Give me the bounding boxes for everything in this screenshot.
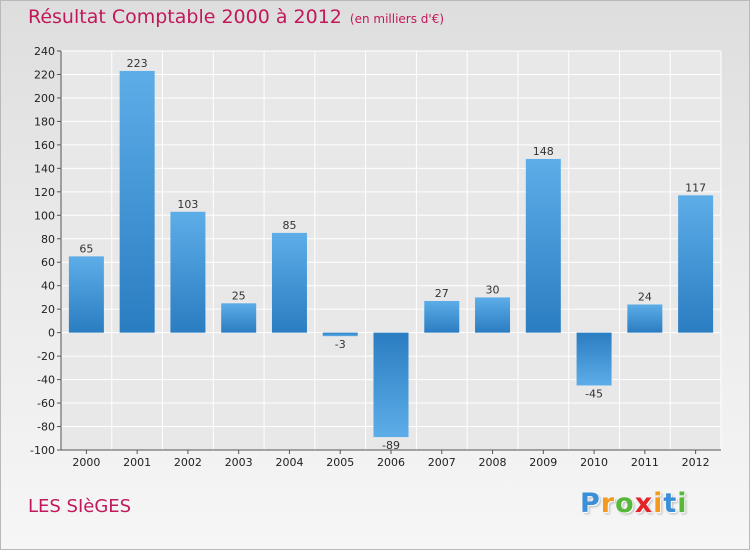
- value-label-2007: 27: [435, 287, 449, 300]
- value-label-2002: 103: [177, 198, 198, 211]
- y-tick-label: 20: [41, 303, 55, 316]
- value-label-2001: 223: [127, 57, 148, 70]
- y-tick-label: -100: [30, 444, 55, 457]
- value-label-2003: 25: [232, 289, 246, 302]
- x-tick-label-2004: 2004: [275, 456, 303, 469]
- x-tick-label-2008: 2008: [479, 456, 507, 469]
- bar-2000: [68, 256, 104, 333]
- logo-letter: r: [600, 488, 616, 519]
- value-label-2010: -45: [585, 387, 603, 400]
- bar-2005: [322, 332, 358, 337]
- axes: [57, 50, 721, 454]
- x-tick-label-2000: 2000: [72, 456, 100, 469]
- title-unit: (en milliers d'€): [349, 12, 445, 26]
- y-tick-label: 40: [41, 280, 55, 293]
- logo-letter: P: [580, 488, 601, 519]
- y-tick-label: 120: [34, 186, 55, 199]
- place-name: LES SIèGES: [28, 496, 132, 517]
- logo-letter: i: [677, 488, 688, 519]
- y-tick-label: -40: [37, 374, 55, 387]
- bar-2008: [475, 297, 511, 333]
- proxiti-logo: Proxiti: [580, 488, 688, 519]
- x-tick-label-2009: 2009: [529, 456, 557, 469]
- value-label-2009: 148: [533, 145, 554, 158]
- chart-title: Résultat Comptable 2000 à 2012 (en millie…: [28, 6, 444, 28]
- bar-2006: [373, 332, 409, 438]
- logo-letter: o: [615, 488, 635, 519]
- value-label-2005: -3: [335, 338, 346, 351]
- title-text: Résultat Comptable 2000 à 2012: [28, 6, 342, 28]
- bar-2003: [221, 303, 257, 333]
- value-label-2008: 30: [486, 283, 500, 296]
- y-tick-label: 140: [34, 162, 55, 175]
- y-tick-label: 240: [34, 45, 55, 58]
- bar-2007: [424, 300, 460, 333]
- bar-2010: [576, 332, 612, 386]
- x-tick-label-2010: 2010: [580, 456, 608, 469]
- logo-letter: i: [653, 488, 664, 519]
- y-tick-label: 200: [34, 92, 55, 105]
- x-tick-label-2011: 2011: [631, 456, 659, 469]
- x-tick-label-2007: 2007: [428, 456, 456, 469]
- y-tick-label: -80: [37, 421, 55, 434]
- x-tick-label-2001: 2001: [123, 456, 151, 469]
- y-tick-label: -20: [37, 350, 55, 363]
- x-tick-label-2012: 2012: [682, 456, 710, 469]
- y-tick-label: 0: [48, 327, 55, 340]
- x-tick-label-2006: 2006: [377, 456, 405, 469]
- x-tick-label-2002: 2002: [174, 456, 202, 469]
- y-tick-label: 220: [34, 68, 55, 81]
- y-tick-label: 60: [41, 256, 55, 269]
- y-tick-label: -60: [37, 397, 55, 410]
- x-tick-label-2003: 2003: [225, 456, 253, 469]
- y-tick-label: 160: [34, 139, 55, 152]
- y-tick-label: 180: [34, 115, 55, 128]
- x-tick-label-2005: 2005: [326, 456, 354, 469]
- logo-letter: x: [634, 488, 654, 519]
- value-label-2012: 117: [685, 181, 706, 194]
- bar-2012: [678, 195, 714, 333]
- value-label-2004: 85: [282, 219, 296, 232]
- bar-2001: [119, 70, 155, 333]
- value-label-2011: 24: [638, 290, 652, 303]
- value-label-2000: 65: [79, 242, 93, 255]
- y-tick-label: 100: [34, 209, 55, 222]
- bars: [68, 70, 714, 438]
- value-label-2006: -89: [382, 439, 400, 452]
- bar-2009: [525, 158, 561, 333]
- bar-2004: [271, 232, 307, 333]
- y-tick-label: 80: [41, 233, 55, 246]
- bar-2002: [170, 211, 206, 333]
- bar-2011: [627, 304, 663, 333]
- logo-letter: t: [663, 488, 678, 519]
- labels: 240220200180160140120100806040200-20-40-…: [30, 45, 710, 469]
